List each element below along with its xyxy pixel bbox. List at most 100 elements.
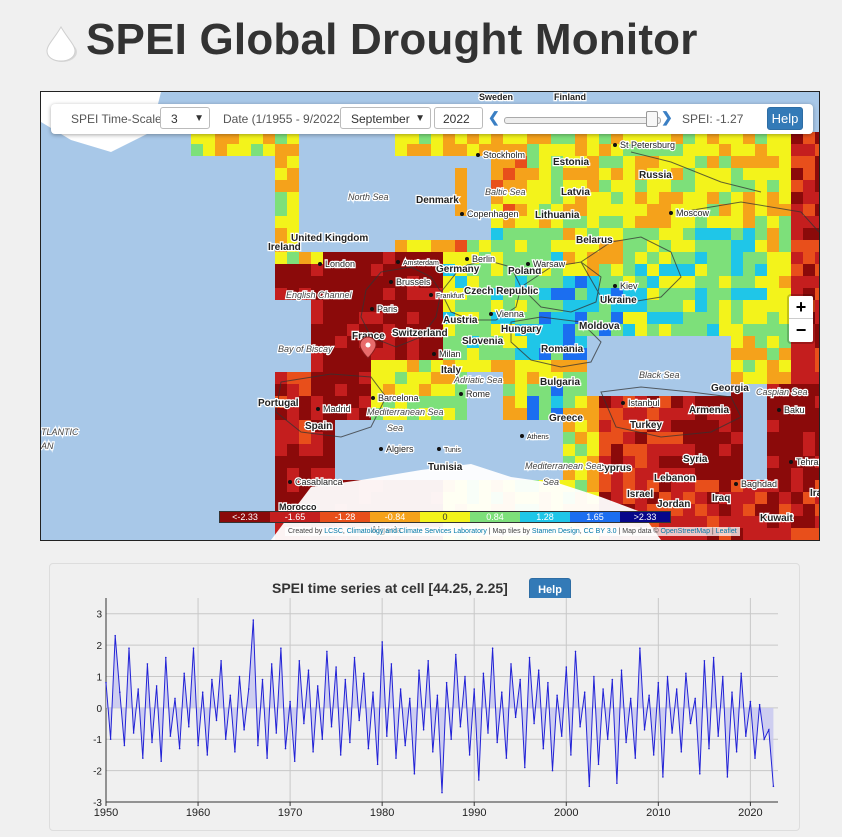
map-grid-cell — [755, 504, 767, 516]
map-grid-cell — [275, 228, 287, 240]
map-grid-cell — [407, 288, 419, 300]
map-grid-cell — [815, 480, 819, 492]
map-grid-cell — [779, 312, 791, 324]
lab-link[interactable]: Climatology and Climate Services Laborat… — [346, 528, 487, 535]
map-grid-cell — [215, 132, 227, 144]
map-grid-cell — [191, 132, 203, 144]
zoom-in-button[interactable]: + — [789, 296, 813, 319]
map-grid-cell — [779, 300, 791, 312]
map-grid-cell — [647, 396, 659, 408]
map-grid-cell — [599, 420, 611, 432]
previous-arrow-icon[interactable]: ❮ — [488, 109, 500, 125]
map-grid-cell — [563, 372, 575, 384]
map-grid-cell — [455, 252, 467, 264]
timescale-select[interactable]: 3 ▼ — [160, 107, 210, 129]
map-grid-cell — [671, 396, 683, 408]
map-grid-cell — [791, 444, 803, 456]
map-grid-cell — [815, 216, 819, 228]
map-grid-cell — [659, 288, 671, 300]
drought-map[interactable]: Russia Estonia Latvia Lithuania Denmark Unite… — [40, 91, 820, 541]
map-grid-cell — [539, 144, 551, 156]
map-location-pin-icon[interactable] — [359, 336, 377, 359]
city-dot-icon — [526, 262, 530, 266]
next-arrow-icon[interactable]: ❯ — [661, 109, 673, 125]
cc-link[interactable]: CC BY 3.0 — [583, 528, 617, 535]
map-grid-cell — [791, 480, 803, 492]
map-grid-cell — [755, 348, 767, 360]
map-grid-cell — [611, 288, 623, 300]
city-dot-icon — [613, 284, 617, 288]
city-dot-icon — [789, 460, 793, 464]
map-grid-cell — [755, 480, 767, 492]
city-label: Brussels — [396, 277, 431, 287]
map-grid-cell — [575, 252, 587, 264]
city-dot-icon — [370, 307, 374, 311]
map-grid-cell — [707, 192, 719, 204]
map-grid-cell — [503, 228, 515, 240]
map-grid-cell — [767, 276, 779, 288]
map-grid-cell — [347, 384, 359, 396]
map-grid-cell — [455, 168, 467, 180]
map-grid-cell — [323, 336, 335, 348]
map-grid-cell — [659, 228, 671, 240]
map-grid-cell — [539, 288, 551, 300]
stamen-link[interactable]: Stamen Design — [531, 528, 580, 535]
map-grid-cell — [791, 408, 803, 420]
map-grid-cell — [275, 264, 287, 276]
map-grid-cell — [707, 516, 719, 528]
map-grid-cell — [371, 312, 383, 324]
zoom-out-button[interactable]: − — [795, 320, 807, 340]
map-grid-cell — [371, 372, 383, 384]
city-dot-icon — [669, 211, 673, 215]
map-grid-cell — [755, 324, 767, 336]
series-point — [468, 754, 471, 756]
map-grid-cell — [659, 168, 671, 180]
series-point — [206, 754, 209, 756]
year-input[interactable]: 2022 — [434, 107, 483, 129]
map-grid-cell — [731, 492, 743, 504]
date-slider-track[interactable] — [504, 117, 661, 124]
month-select[interactable]: September ▼ — [340, 107, 431, 129]
country-label: Moldova — [579, 321, 620, 332]
map-grid-cell — [551, 228, 563, 240]
map-grid-cell — [815, 156, 819, 168]
series-point — [284, 747, 287, 750]
map-grid-cell — [779, 408, 791, 420]
map-grid-cell — [347, 300, 359, 312]
map-grid-cell — [815, 240, 819, 252]
date-slider-handle[interactable] — [646, 111, 659, 127]
lcsc-link[interactable]: LCSC — [324, 528, 343, 535]
city-label: Baku — [784, 405, 805, 415]
series-point — [183, 672, 185, 675]
map-help-button[interactable]: Help — [767, 107, 803, 130]
series-point — [432, 751, 434, 753]
map-grid-cell — [599, 276, 611, 288]
map-grid-cell — [527, 384, 539, 396]
map-grid — [191, 132, 819, 540]
leaflet-link[interactable]: Leaflet — [715, 528, 737, 535]
map-grid-cell — [731, 444, 743, 456]
map-grid-cell — [287, 132, 299, 144]
map-grid-cell — [275, 468, 287, 480]
osm-link[interactable]: OpenStreetMap — [660, 528, 710, 535]
map-grid-cell — [527, 144, 539, 156]
map-grid-cell — [755, 264, 767, 276]
city-label: Amsterdam — [403, 260, 439, 267]
map-grid-cell — [587, 180, 599, 192]
country-label: Tunisia — [428, 462, 463, 473]
map-grid-cell — [755, 240, 767, 252]
map-grid-cell — [707, 276, 719, 288]
map-grid-cell — [731, 288, 743, 300]
map-canvas[interactable]: Russia Estonia Latvia Lithuania Denmark Unite… — [41, 92, 819, 540]
map-grid-cell — [611, 480, 623, 492]
country-label: Switzerland — [392, 328, 448, 339]
map-grid-cell — [635, 432, 647, 444]
series-point — [330, 725, 333, 728]
map-grid-cell — [575, 324, 587, 336]
map-grid-cell — [323, 348, 335, 360]
map-grid-cell — [599, 444, 611, 456]
map-grid-cell — [323, 276, 335, 288]
x-tick-label: 1970 — [278, 807, 302, 819]
map-grid-cell — [455, 360, 467, 372]
map-grid-cell — [491, 252, 503, 264]
